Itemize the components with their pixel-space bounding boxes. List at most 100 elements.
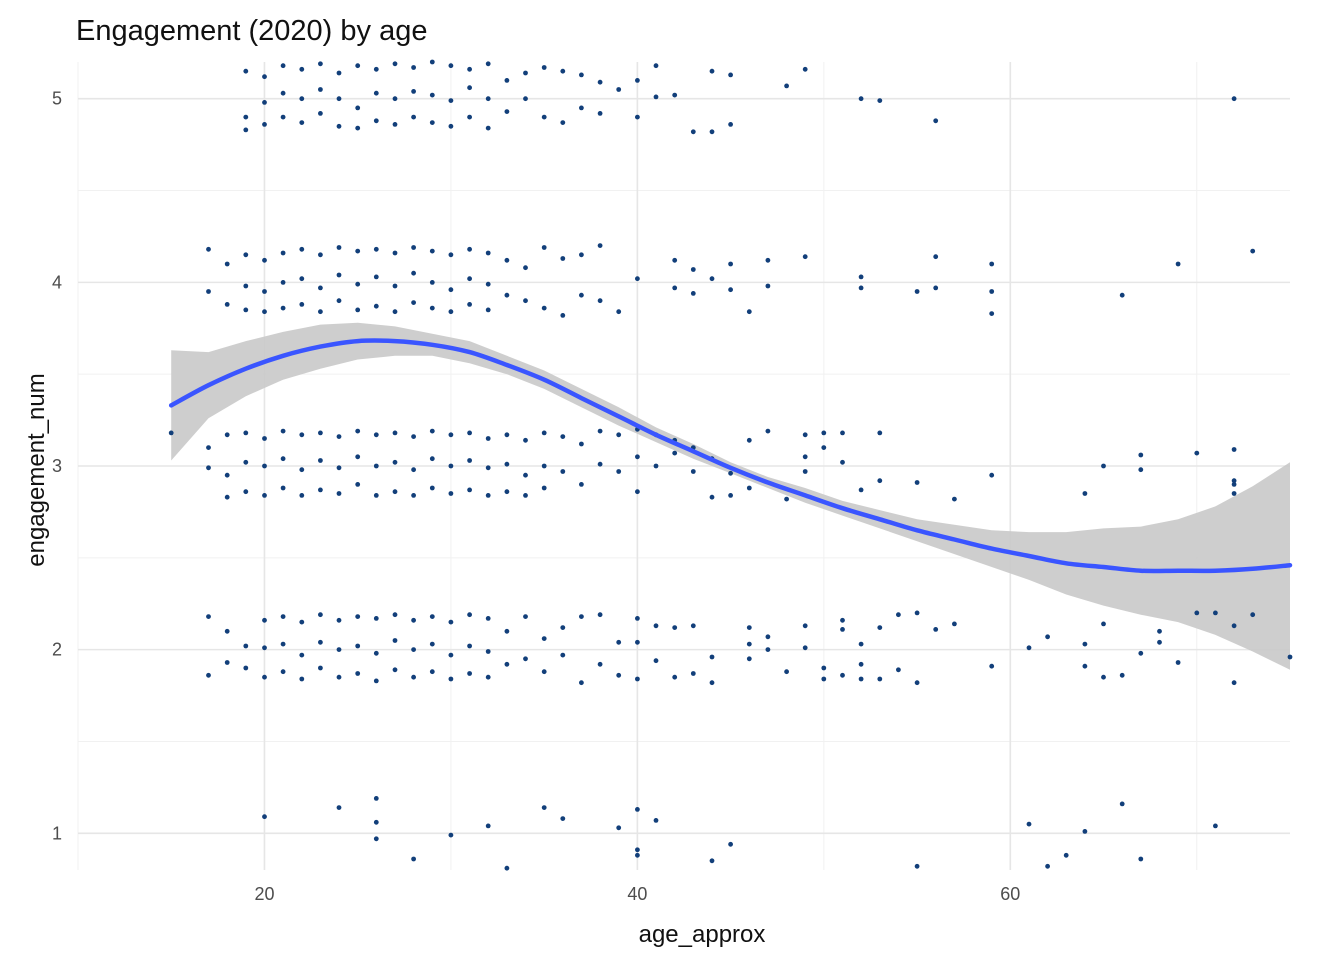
data-point (280, 485, 286, 491)
y-axis-title: engagement_num (23, 373, 50, 566)
data-point (709, 494, 715, 500)
data-point (989, 261, 995, 267)
data-point (299, 432, 305, 438)
data-point (728, 261, 733, 267)
data-point (373, 836, 379, 842)
data-point (914, 863, 920, 869)
data-point (243, 459, 249, 465)
data-point (690, 469, 696, 474)
data-point (523, 656, 528, 662)
data-point (448, 652, 454, 658)
data-point (336, 805, 342, 810)
data-point (933, 285, 939, 291)
y-tick-label: 3 (52, 456, 62, 476)
data-point (560, 256, 566, 261)
data-point (597, 428, 603, 434)
data-point (262, 493, 267, 498)
data-point (262, 674, 267, 680)
data-point (373, 246, 379, 252)
data-point (1231, 96, 1237, 102)
data-point (280, 90, 286, 96)
data-point (709, 680, 715, 686)
data-point (411, 467, 416, 473)
data-point (373, 616, 379, 621)
data-point (523, 437, 528, 443)
data-point (1119, 801, 1125, 807)
data-point (597, 461, 603, 467)
data-point (392, 96, 398, 102)
data-point (280, 280, 286, 285)
y-tick-label: 4 (52, 272, 62, 292)
data-point (541, 669, 547, 675)
data-point (448, 676, 454, 682)
data-point (392, 309, 398, 315)
data-point (1175, 660, 1181, 665)
data-point (784, 83, 789, 89)
data-point (336, 465, 342, 471)
data-point (635, 78, 640, 83)
data-point (262, 436, 267, 441)
data-point (523, 70, 528, 76)
data-point (392, 250, 398, 256)
data-point (262, 463, 267, 469)
data-point (784, 496, 789, 502)
data-point (299, 120, 305, 125)
data-point (504, 461, 510, 467)
data-point (672, 625, 678, 630)
data-point (411, 65, 416, 70)
data-point (1157, 639, 1162, 645)
data-point (579, 482, 584, 487)
data-point (560, 313, 566, 318)
data-point (262, 289, 267, 294)
x-tick-label: 20 (254, 884, 274, 904)
data-point (635, 807, 640, 812)
data-point (429, 280, 435, 285)
data-point (672, 92, 678, 98)
data-point (709, 654, 715, 660)
data-point (933, 118, 939, 124)
data-point (206, 614, 211, 619)
data-point (541, 805, 547, 810)
data-point (616, 672, 622, 678)
data-point (728, 287, 733, 293)
data-point (560, 652, 566, 658)
data-point (392, 667, 398, 673)
data-point (579, 292, 584, 298)
data-point (429, 428, 435, 434)
data-point (224, 472, 230, 478)
data-point (877, 676, 883, 682)
data-point (280, 641, 286, 647)
data-point (467, 246, 472, 252)
data-point (989, 311, 995, 316)
data-point (1213, 823, 1218, 829)
data-point (243, 252, 249, 258)
data-point (280, 614, 286, 619)
data-point (467, 458, 472, 463)
data-point (1231, 680, 1237, 686)
data-point (914, 289, 920, 294)
data-point (858, 641, 864, 647)
data-point (746, 309, 752, 315)
data-point (1082, 641, 1088, 647)
data-point (765, 647, 771, 652)
data-point (448, 252, 454, 258)
data-point (336, 272, 342, 278)
data-point (635, 639, 640, 645)
data-point (467, 276, 472, 282)
data-point (262, 122, 267, 127)
data-point (653, 94, 659, 100)
data-point (373, 493, 379, 498)
data-point (355, 454, 361, 460)
data-point (690, 129, 696, 135)
data-point (485, 674, 491, 680)
data-point (616, 432, 622, 438)
data-point (541, 485, 547, 491)
data-point (840, 627, 845, 632)
data-point (280, 250, 286, 256)
data-point (485, 649, 491, 654)
data-point (616, 639, 622, 645)
data-point (485, 493, 491, 498)
data-point (728, 470, 733, 476)
data-point (262, 100, 267, 105)
data-point (802, 469, 808, 474)
